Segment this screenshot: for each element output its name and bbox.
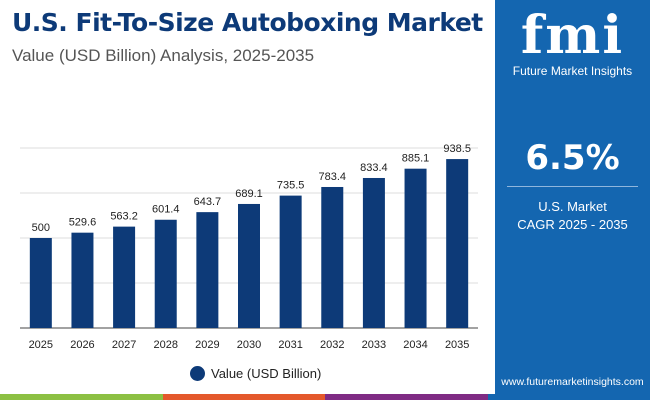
cagr-label-period: CAGR 2025 - 2035 (517, 217, 628, 232)
x-tick-label: 2033 (362, 339, 386, 351)
chart-subtitle: Value (USD Billion) Analysis, 2025-2035 (12, 46, 315, 65)
logo-mark: fmi (520, 5, 625, 66)
x-tick-label: 2030 (237, 339, 261, 351)
bar-2031 (279, 195, 302, 328)
x-tick-label: 2025 (29, 339, 53, 351)
data-label: 833.4 (360, 162, 388, 174)
bottom-stripe (0, 394, 650, 400)
legend-label: Value (USD Billion) (211, 366, 322, 381)
stripe-segment (0, 394, 163, 400)
data-label: 885.1 (402, 153, 430, 165)
cagr-label: U.S. Market CAGR 2025 - 2035 (495, 198, 650, 234)
legend: Value (USD Billion) (190, 366, 321, 381)
stripe-segment (325, 394, 488, 400)
data-label: 643.7 (194, 196, 222, 208)
bar-2034 (404, 168, 427, 328)
bar-2029 (196, 212, 219, 328)
legend-swatch (190, 366, 205, 381)
fmi-logo: fmi Future Market Insights (495, 5, 650, 79)
data-label: 735.5 (277, 180, 305, 192)
bar-2030 (238, 203, 260, 328)
data-label: 689.1 (235, 188, 263, 200)
bar-2027 (113, 226, 136, 328)
x-tick-label: 2028 (153, 339, 177, 351)
bar-2032 (321, 186, 344, 328)
data-label: 783.4 (319, 171, 347, 183)
x-tick-label: 2034 (403, 339, 427, 351)
website-url[interactable]: www.futuremarketinsights.com (501, 376, 644, 388)
data-label: 563.2 (110, 211, 138, 223)
x-tick-label: 2026 (70, 339, 94, 351)
cagr-value: 6.5% (525, 138, 620, 178)
data-label: 500 (32, 222, 50, 234)
x-tick-label: 2035 (445, 339, 469, 351)
chart-title: U.S. Fit-To-Size Autoboxing Market (12, 8, 483, 37)
divider (507, 186, 638, 187)
stripe-segment (162, 394, 325, 400)
x-tick-label: 2027 (112, 339, 136, 351)
x-tick-label: 2029 (195, 339, 219, 351)
stripe-segment (487, 394, 650, 400)
bar-2026 (71, 232, 94, 328)
data-label: 938.5 (443, 143, 471, 155)
data-label: 529.6 (69, 217, 97, 229)
data-label: 601.4 (152, 204, 180, 216)
bar-2033 (362, 177, 385, 328)
side-panel: fmi Future Market Insights 6.5% U.S. Mar… (495, 0, 650, 394)
x-tick-label: 2031 (278, 339, 302, 351)
bar-chart: 500 2025 529.6 2026 563.2 2027 601.4 2028 643.7 2… (20, 143, 478, 351)
bar-2025 (29, 238, 52, 328)
bar-2028 (154, 219, 177, 328)
x-tick-label: 2032 (320, 339, 344, 351)
bar-2035 (446, 159, 469, 328)
cagr-label-market: U.S. Market (538, 199, 607, 214)
logo-name: Future Market Insights (512, 64, 633, 78)
